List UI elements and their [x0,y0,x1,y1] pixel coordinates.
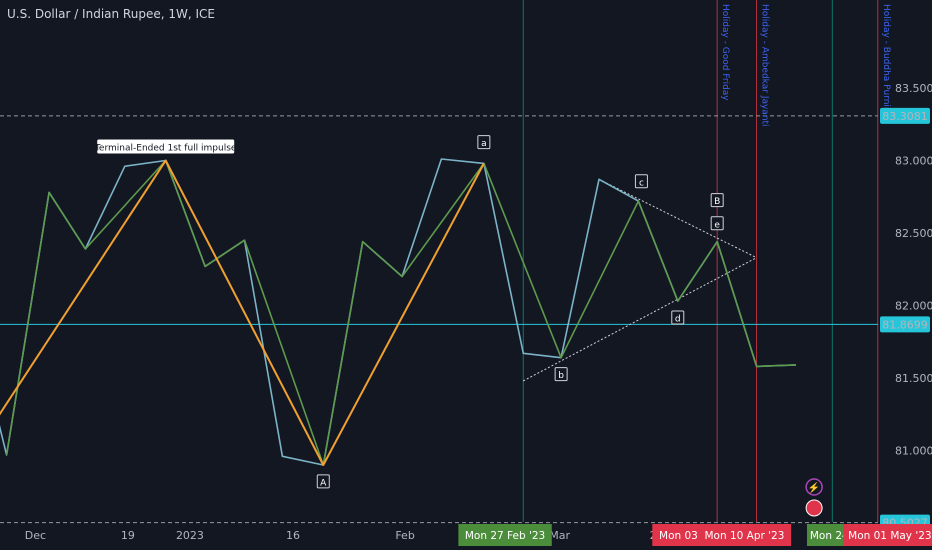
holiday-label: Holiday - Ambedkar Jayanti [760,4,770,127]
date-badge-label: Mon 24 [810,530,849,542]
lightning-icon-glyph: ⚡ [808,481,820,494]
x-tick-label: 16 [286,529,300,542]
date-badge [697,524,792,546]
annotation-text: a [481,139,487,149]
date-badge-label: Mon 27 Feb '23 [465,530,545,542]
y-tick-label: 81.5000 [895,372,932,385]
holiday-label: Holiday - Buddha Purnima [881,4,891,121]
annotation-text: B [714,197,720,207]
wave-label-terminal-ended-1st-full-impulse: Terminal-Ended 1st full impulse [94,139,237,154]
annotation-box [97,139,235,154]
wave-label-a: A [316,474,330,489]
trendline [598,178,757,259]
price-badge [880,316,930,333]
wave-label-c: c [634,174,648,189]
annotation-box [554,367,568,382]
annotation-box [710,193,724,208]
y-tick-label: 81.0000 [895,445,932,458]
holiday-label: Holiday - Good Friday [720,4,730,101]
x-tick-label: 2023 [176,529,204,542]
wave-line-orange [0,159,485,466]
annotation-box [671,310,685,325]
annotation-box [477,135,491,150]
x-tick-label: Dec [25,529,46,542]
wave-label-d: d [671,310,685,325]
x-tick-label: Feb [395,529,414,542]
price-badge-label: 83.3081 [882,110,928,123]
trendline [523,257,757,382]
y-tick-label: 82.5000 [895,227,932,240]
price-badge [880,107,930,124]
wave-line-green [5,159,797,466]
x-tick-label: 19 [121,529,135,542]
annotation-box [316,474,330,489]
price-axis [878,0,932,550]
annotation-text: c [639,178,644,188]
wave-label-b: b [554,367,568,382]
flag-icon [805,499,823,517]
date-badge-label: Mon 10 Apr '23 [704,530,784,542]
date-badge [806,524,852,546]
annotation-box [710,216,724,231]
date-badge [458,524,552,546]
date-badge [843,524,932,546]
annotation-text: e [714,220,720,230]
chart-title: U.S. Dollar / Indian Rupee, 1W, ICE [7,7,215,21]
wave-label-e: e [710,216,724,231]
annotation-text: d [675,315,681,325]
annotation-box [634,174,648,189]
y-tick-label: 83.5000 [895,82,932,95]
y-tick-label: 82.0000 [895,300,932,313]
y-tick-label: 83.0000 [895,155,932,168]
price-badge-label: 81.8699 [882,318,928,331]
annotation-text: A [320,478,327,488]
date-badge-label: Mon 01 May '23 [848,530,931,542]
wave-label-a: a [477,135,491,150]
annotation-text: b [558,371,564,381]
annotation-text: Terminal-Ended 1st full impulse [94,143,237,153]
lightning-icon [805,478,823,496]
x-tick-label: Mar [549,529,570,542]
wave-label-b: B [710,193,724,208]
